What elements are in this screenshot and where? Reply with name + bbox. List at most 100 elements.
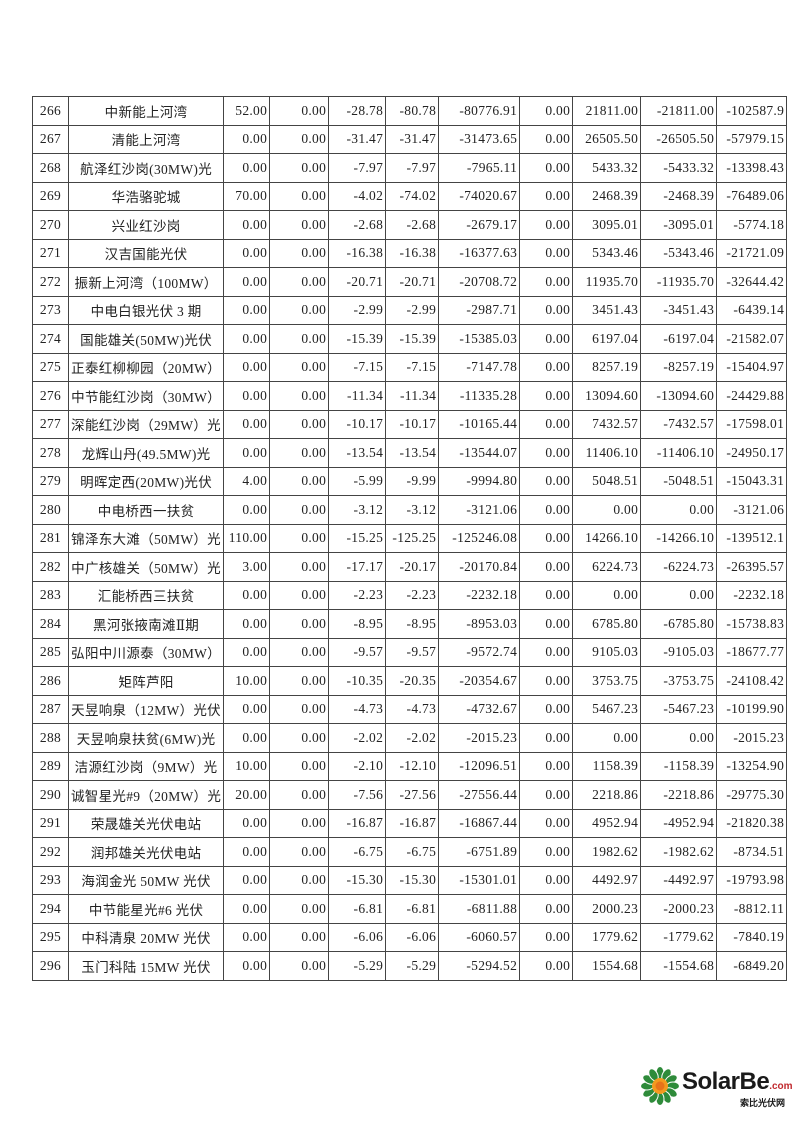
table-row: 287 天昱响泉（12MW）光伏 0.00 0.00 -4.73 -4.73 -4732.6… (32, 694, 788, 724)
station-name-cell: 龙辉山丹(49.5MW)光 (67, 438, 225, 468)
col-8-cell: 0.00 (519, 438, 574, 468)
col-5-cell: -6.75 (328, 837, 387, 867)
col-11-cell: -26395.57 (716, 552, 788, 582)
col-4-cell: 0.00 (269, 381, 330, 411)
table-row: 284 黑河张掖南滩Ⅱ期 0.00 0.00 -8.95 -8.95 -8953.03 0.0… (32, 609, 788, 639)
col-6-cell: -20.17 (385, 552, 440, 582)
table-row: 279 明晖定西(20MW)光伏 4.00 0.00 -5.99 -9.99 -9994.8… (32, 466, 788, 496)
col-4-cell: 0.00 (269, 409, 330, 439)
col-8-cell: 0.00 (519, 96, 574, 126)
col-3-cell: 20.00 (223, 780, 271, 810)
col-7-cell: -20170.84 (438, 552, 521, 582)
col-10-cell: -13094.60 (640, 381, 718, 411)
table-row: 270 兴业红沙岗 0.00 0.00 -2.68 -2.68 -2679.17 0.00 30… (32, 210, 788, 240)
col-11-cell: -29775.30 (716, 780, 788, 810)
col-3-cell: 0.00 (223, 324, 271, 354)
col-6-cell: -13.54 (385, 438, 440, 468)
col-10-cell: -7432.57 (640, 409, 718, 439)
col-4-cell: 0.00 (269, 210, 330, 240)
col-6-cell: -9.57 (385, 637, 440, 667)
col-7-cell: -4732.67 (438, 694, 521, 724)
col-7-cell: -15385.03 (438, 324, 521, 354)
row-index-cell: 280 (32, 495, 69, 525)
col-10-cell: -2468.39 (640, 181, 718, 211)
col-3-cell: 0.00 (223, 210, 271, 240)
col-8-cell: 0.00 (519, 694, 574, 724)
flower-logo-icon (640, 1066, 680, 1106)
col-11-cell: -3121.06 (716, 495, 788, 525)
col-6-cell: -20.71 (385, 267, 440, 297)
station-name-cell: 中节能红沙岗（30MW） (67, 381, 225, 411)
col-9-cell: 1982.62 (572, 837, 642, 867)
col-3-cell: 0.00 (223, 723, 271, 753)
col-5-cell: -4.73 (328, 694, 387, 724)
col-6-cell: -27.56 (385, 780, 440, 810)
col-6-cell: -12.10 (385, 751, 440, 781)
col-5-cell: -2.02 (328, 723, 387, 753)
station-name-cell: 中节能星光#6 光伏 (67, 894, 225, 924)
col-6-cell: -7.97 (385, 153, 440, 183)
col-6-cell: -11.34 (385, 381, 440, 411)
table-row: 288 天昱响泉扶贫(6MW)光 0.00 0.00 -2.02 -2.02 -2015.2… (32, 723, 788, 753)
col-10-cell: -6785.80 (640, 609, 718, 639)
col-5-cell: -7.56 (328, 780, 387, 810)
col-7-cell: -2232.18 (438, 580, 521, 610)
row-index-cell: 274 (32, 324, 69, 354)
col-7-cell: -9572.74 (438, 637, 521, 667)
col-8-cell: 0.00 (519, 609, 574, 639)
station-name-cell: 清能上河湾 (67, 124, 225, 154)
row-index-cell: 268 (32, 153, 69, 183)
col-5-cell: -5.99 (328, 466, 387, 496)
col-4-cell: 0.00 (269, 637, 330, 667)
col-3-cell: 0.00 (223, 951, 271, 981)
table-row: 275 正泰红柳柳园（20MW） 0.00 0.00 -7.15 -7.15 -7147.7… (32, 352, 788, 382)
row-index-cell: 271 (32, 238, 69, 268)
col-10-cell: -6197.04 (640, 324, 718, 354)
logo-subtitle: 索比光伏网 (740, 1098, 786, 1108)
col-11-cell: -2232.18 (716, 580, 788, 610)
col-9-cell: 2468.39 (572, 181, 642, 211)
col-4-cell: 0.00 (269, 780, 330, 810)
col-6-cell: -3.12 (385, 495, 440, 525)
col-10-cell: -26505.50 (640, 124, 718, 154)
row-index-cell: 293 (32, 865, 69, 895)
station-name-cell: 弘阳中川源泰（30MW） (67, 637, 225, 667)
col-4-cell: 0.00 (269, 808, 330, 838)
row-index-cell: 282 (32, 552, 69, 582)
col-3-cell: 0.00 (223, 694, 271, 724)
col-5-cell: -17.17 (328, 552, 387, 582)
col-8-cell: 0.00 (519, 894, 574, 924)
col-5-cell: -31.47 (328, 124, 387, 154)
row-index-cell: 277 (32, 409, 69, 439)
row-index-cell: 283 (32, 580, 69, 610)
col-7-cell: -16377.63 (438, 238, 521, 268)
col-4-cell: 0.00 (269, 267, 330, 297)
col-3-cell: 0.00 (223, 124, 271, 154)
col-7-cell: -6811.88 (438, 894, 521, 924)
row-index-cell: 269 (32, 181, 69, 211)
station-name-cell: 正泰红柳柳园（20MW） (67, 352, 225, 382)
station-name-cell: 黑河张掖南滩Ⅱ期 (67, 609, 225, 639)
col-9-cell: 11935.70 (572, 267, 642, 297)
row-index-cell: 287 (32, 694, 69, 724)
table-row: 285 弘阳中川源泰（30MW） 0.00 0.00 -9.57 -9.57 -9572.7… (32, 637, 788, 667)
col-6-cell: -16.38 (385, 238, 440, 268)
col-4-cell: 0.00 (269, 694, 330, 724)
col-11-cell: -8812.11 (716, 894, 788, 924)
col-8-cell: 0.00 (519, 552, 574, 582)
col-11-cell: -5774.18 (716, 210, 788, 240)
row-index-cell: 284 (32, 609, 69, 639)
col-8-cell: 0.00 (519, 153, 574, 183)
col-5-cell: -10.35 (328, 666, 387, 696)
col-3-cell: 0.00 (223, 153, 271, 183)
col-6-cell: -10.17 (385, 409, 440, 439)
col-4-cell: 0.00 (269, 238, 330, 268)
col-9-cell: 2218.86 (572, 780, 642, 810)
col-7-cell: -15301.01 (438, 865, 521, 895)
col-8-cell: 0.00 (519, 580, 574, 610)
col-4-cell: 0.00 (269, 894, 330, 924)
table-row: 276 中节能红沙岗（30MW） 0.00 0.00 -11.34 -11.34 -1133… (32, 381, 788, 411)
col-3-cell: 70.00 (223, 181, 271, 211)
col-3-cell: 0.00 (223, 865, 271, 895)
col-3-cell: 10.00 (223, 751, 271, 781)
